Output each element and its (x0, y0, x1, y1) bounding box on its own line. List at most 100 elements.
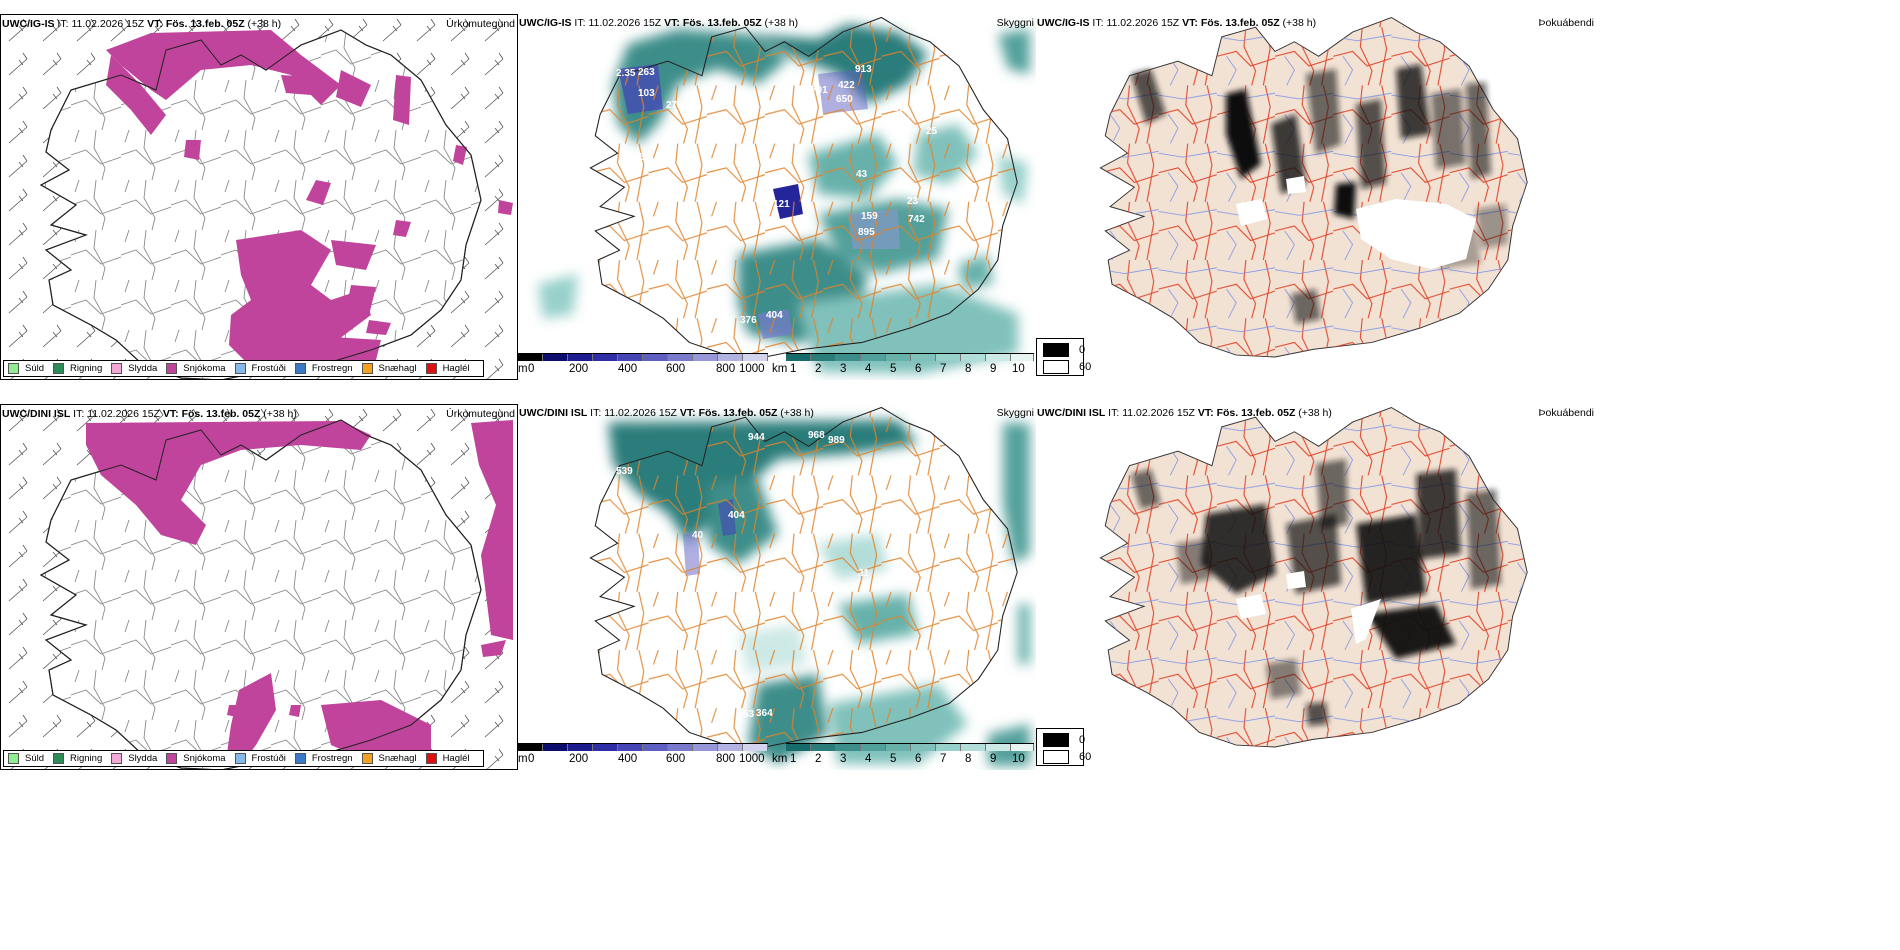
fog-indicator (1131, 459, 1501, 726)
cloud-number: 944 (748, 432, 765, 443)
precip-panel-ig: UWC/IG-IS IT: 11.02.2026 15Z VT: Fös. 13… (0, 14, 518, 380)
legend-swatch (425, 363, 437, 374)
cloud-number: 701 (811, 85, 828, 96)
cloud-number: 650 (836, 94, 853, 105)
cloud-number: 422 (838, 80, 855, 91)
precip-map-dini (1, 405, 517, 769)
cloud-panel-dini: 944 968 989 539 404 40 364 53 21 UWC/DIN… (518, 404, 1036, 770)
panel-title: UWC/DINI ISL IT: 11.02.2026 15Z VT: Fös.… (519, 407, 814, 419)
visibility-colorbar: km 1 2 3 4 5 6 7 8 9 10 (770, 350, 1036, 380)
legend-swatch (53, 753, 65, 764)
legend-item: Rigning (53, 363, 102, 374)
legend-swatch (294, 753, 306, 764)
cloud-number: 263 (638, 67, 655, 78)
fog-legend: 0 60 (1036, 338, 1091, 376)
cloud-number: 275 (666, 100, 683, 111)
fog-map-ig (1099, 17, 1528, 358)
legend-swatch (111, 363, 123, 374)
legend-swatch (166, 363, 178, 374)
fog-panel-dini: UWC/DINI ISL IT: 11.02.2026 15Z VT: Fös.… (1036, 404, 1900, 770)
precip-legend: Súld Rigning Slydda Snjókoma Frostúði Fr… (3, 360, 484, 377)
legend-item: Súld (8, 753, 44, 764)
cloud-number: 53 (743, 709, 755, 720)
precip-legend: Súld Rigning Slydda Snjókoma Frostúði Fr… (3, 750, 484, 767)
legend-swatch (53, 363, 65, 374)
glaciers (1236, 571, 1381, 644)
glaciers (1236, 176, 1476, 269)
fog-legend-row: 60 (1043, 360, 1091, 374)
cloud-number: 404 (766, 310, 783, 321)
legend-item: Snjókoma (166, 363, 226, 374)
cloud-number: 895 (858, 227, 875, 238)
fog-map-dini (1099, 407, 1528, 748)
cloud-number: 968 (808, 430, 825, 441)
legend-swatch (8, 363, 19, 374)
legend-item: Snæhagl (361, 363, 417, 374)
legend-item: Slydda (111, 363, 157, 374)
fog-indicator (1131, 64, 1508, 324)
cloud-number: 539 (616, 466, 633, 477)
legend-swatch (425, 753, 437, 764)
cloud-number: 23 (907, 196, 919, 207)
fog-swatch (1043, 733, 1069, 747)
legend-item: Snjókoma (166, 753, 226, 764)
precip-panel-dini: UWC/DINI ISL IT: 11.02.2026 15Z VT: Fös.… (0, 404, 518, 770)
panel-label: Þokuábendi (1538, 407, 1594, 419)
legend-swatch (294, 363, 306, 374)
panel-label: Úrkomutegund (446, 18, 515, 30)
cloud-number: 103 (638, 88, 655, 99)
panel-label: Úrkomutegund (446, 408, 515, 420)
panel-title: UWC/DINI ISL IT: 11.02.2026 15Z VT: Fös.… (1037, 407, 1332, 419)
panel-label: Þokuábendi (1538, 17, 1594, 29)
cloud-map-dini: 944 968 989 539 404 40 364 53 21 (589, 406, 1030, 766)
cloud-map-ig: 2.35 263 103 275 701 422 650 913 759 346… (538, 16, 1030, 374)
cloud-number: 121 (773, 199, 790, 210)
fog-swatch (1043, 360, 1069, 374)
fog-swatch (1043, 750, 1069, 764)
legend-swatch (111, 753, 123, 764)
cloud-number: 159 (861, 211, 878, 222)
legend-item: Frostregn (294, 753, 353, 764)
cloud-base-numbers: 2.35 263 103 275 701 422 650 913 759 346… (616, 64, 938, 326)
precip-map-ig (1, 15, 517, 379)
legend-swatch (234, 363, 246, 374)
legend-item: Slydda (111, 753, 157, 764)
fog-swatch (1043, 343, 1069, 357)
panel-title: UWC/DINI ISL IT: 11.02.2026 15Z VT: Fös.… (2, 408, 297, 420)
legend-swatch (8, 753, 19, 764)
fog-panel-ig: UWC/IG-IS IT: 11.02.2026 15Z VT: Fös. 13… (1036, 14, 1900, 380)
cloud-number: 43 (856, 169, 868, 180)
cloud-number: 40 (692, 530, 704, 541)
cloud-panel-ig: 2.35 263 103 275 701 422 650 913 759 346… (518, 14, 1036, 380)
cloud-base-numbers: 944 968 989 539 404 40 364 53 21 (616, 430, 870, 720)
legend-item: Snæhagl (361, 753, 417, 764)
legend-item: Haglél (425, 753, 470, 764)
fog-legend-row: 0 (1043, 733, 1085, 747)
legend-item: Frostúði (234, 753, 286, 764)
legend-swatch (361, 753, 373, 764)
legend-item: Rigning (53, 753, 102, 764)
legend-swatch (361, 363, 373, 374)
cloud-number: 135 (628, 152, 645, 163)
cloud-number: 364 (756, 708, 773, 719)
legend-item: Súld (8, 363, 44, 374)
panel-label: Skyggni (996, 407, 1034, 419)
legend-swatch (234, 753, 246, 764)
snow-areas (106, 30, 513, 375)
cloud-number: 404 (728, 510, 745, 521)
cloud-number: 376 (740, 315, 757, 326)
legend-swatch (166, 753, 178, 764)
cloud-number: 25 (926, 126, 938, 137)
cloud-number: 2.35 (616, 68, 636, 79)
cloud-number: 21 (858, 568, 870, 579)
fog-legend: 0 60 (1036, 728, 1091, 766)
panel-title: UWC/IG-IS IT: 11.02.2026 15Z VT: Fös. 13… (2, 18, 282, 30)
fog-legend-row: 0 (1043, 343, 1085, 357)
visibility-colorbar: km 1 2 3 4 5 6 7 8 9 10 (770, 740, 1036, 770)
cloudbase-colorbar: m 0 200 400 600 800 1000 (518, 350, 768, 380)
legend-item: Frostregn (294, 363, 353, 374)
cloud-number: 759 (888, 103, 905, 114)
cloud-number: 989 (828, 435, 845, 446)
legend-item: Frostúði (234, 363, 286, 374)
panel-title: UWC/IG-IS IT: 11.02.2026 15Z VT: Fös. 13… (1037, 17, 1317, 29)
